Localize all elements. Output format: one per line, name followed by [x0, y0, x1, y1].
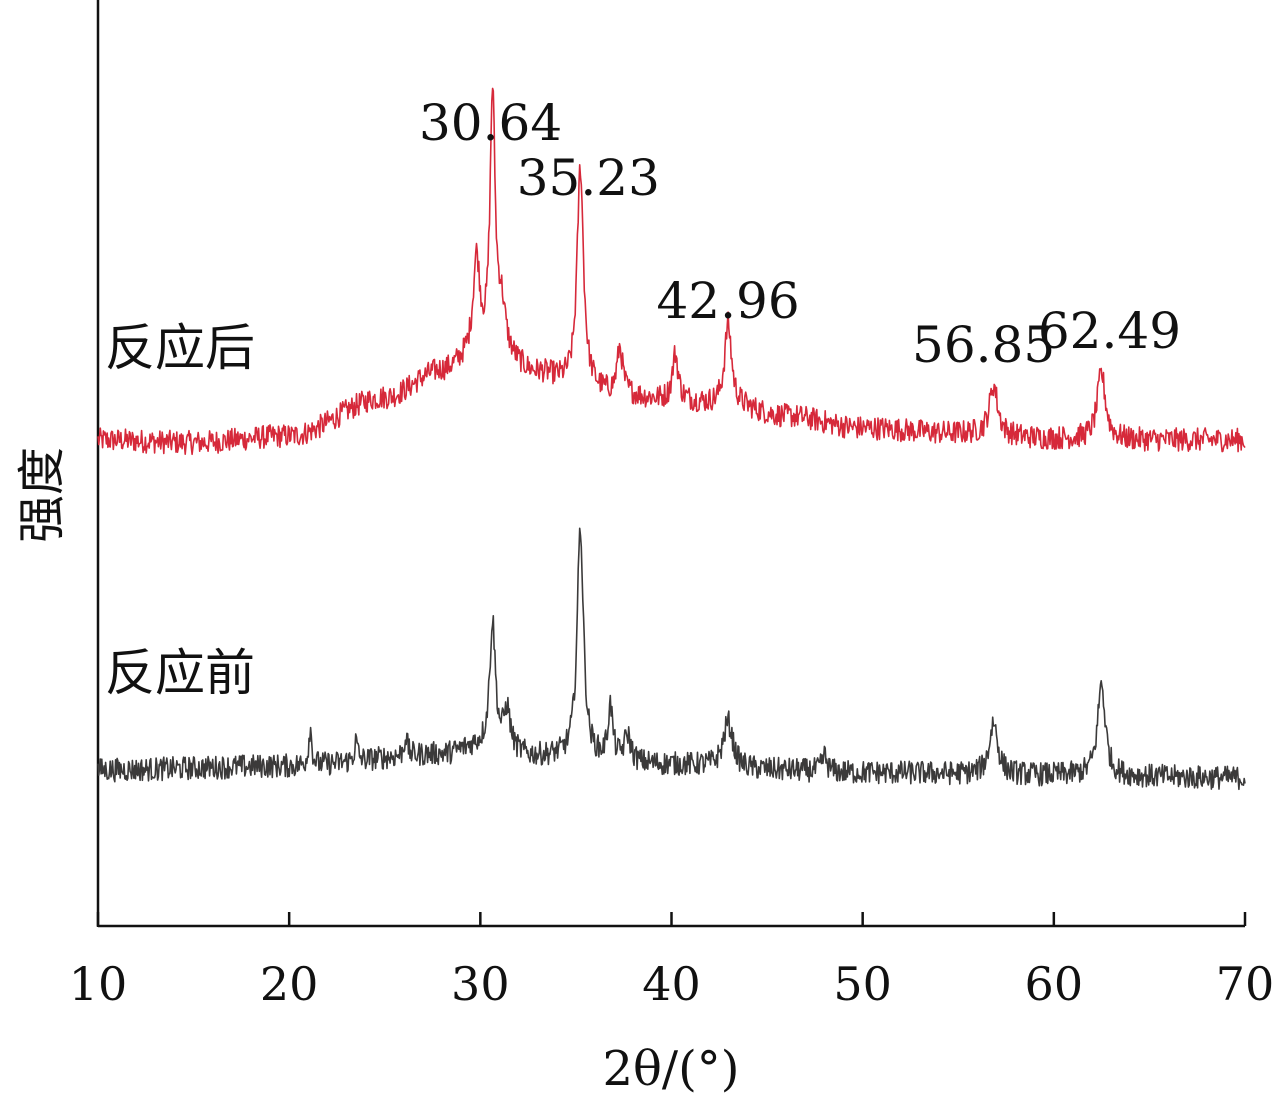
peak-label: 42.96 — [657, 272, 800, 330]
peak-label: 30.64 — [419, 94, 562, 152]
x-tick-label: 30 — [451, 957, 510, 1011]
y-axis-title: 强度 — [14, 447, 70, 543]
peak-label: 62.49 — [1038, 302, 1181, 360]
x-tick-label: 60 — [1025, 957, 1084, 1011]
peak-label: 56.85 — [912, 316, 1055, 374]
x-ticks: 10 20 30 40 50 60 70 — [69, 912, 1275, 1011]
series-line-before — [97, 527, 1246, 791]
x-axis-title: 2θ/(°) — [602, 1041, 739, 1097]
x-tick-label: 70 — [1216, 957, 1275, 1011]
peak-label: 35.23 — [517, 149, 660, 207]
axes — [96, 0, 1245, 928]
series-line-after — [97, 87, 1246, 456]
x-tick-label: 20 — [260, 957, 319, 1011]
series-layer — [97, 87, 1246, 791]
series-label: 反应前 — [105, 644, 255, 702]
series-label: 反应后 — [105, 319, 255, 377]
x-tick-label: 50 — [833, 957, 892, 1011]
x-tick-label: 40 — [642, 957, 701, 1011]
x-tick-label: 10 — [69, 957, 128, 1011]
